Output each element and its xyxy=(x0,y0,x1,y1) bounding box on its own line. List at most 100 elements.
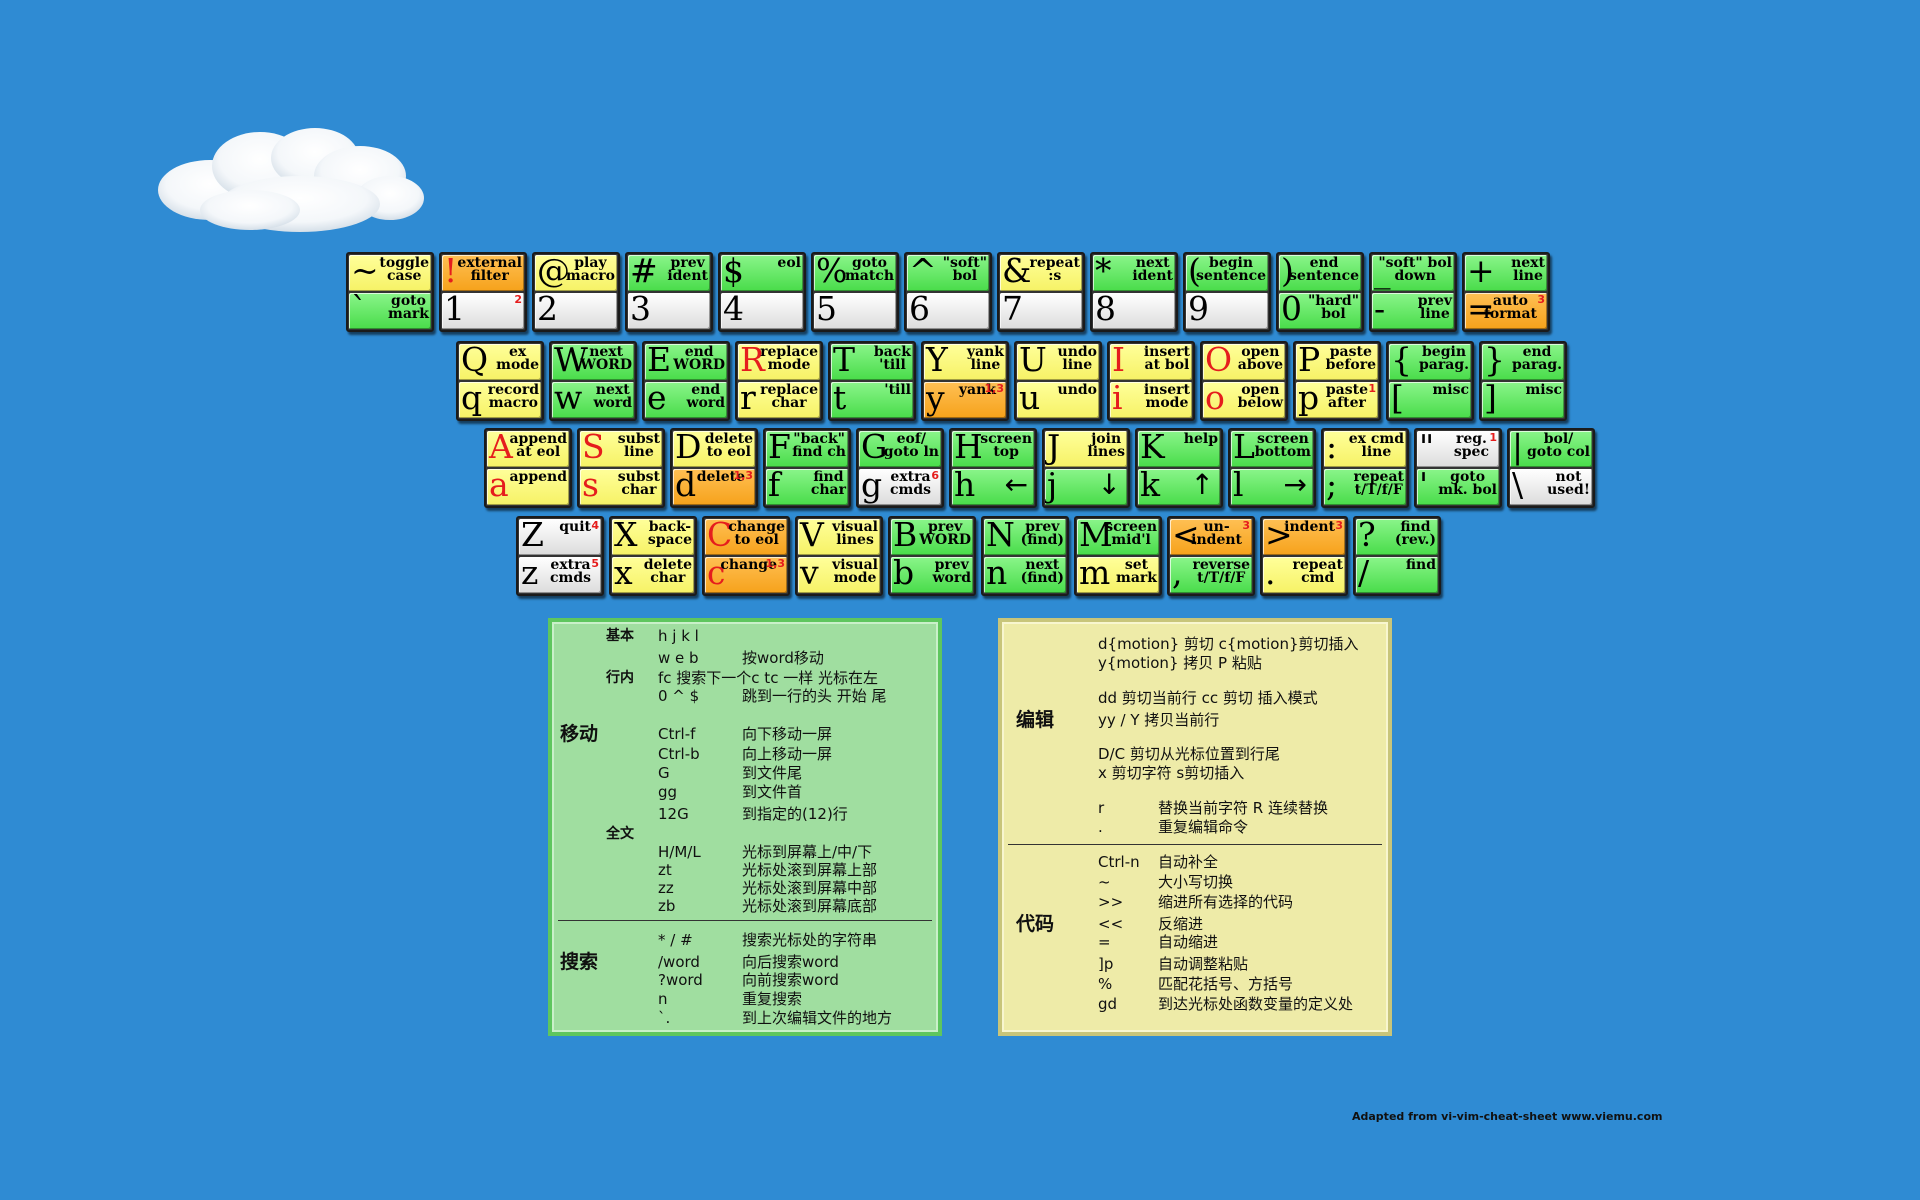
edit-category: 编辑 xyxy=(1016,709,1055,731)
edit-line-7-key: . xyxy=(1098,818,1103,836)
key-char: + xyxy=(1467,255,1495,290)
key-desc: end word xyxy=(686,382,725,411)
move-line-1-key: w e b xyxy=(658,649,699,667)
key-125[interactable]: } end parag.] misc xyxy=(1479,341,1567,421)
key-38[interactable]: & repeat :s 7 xyxy=(997,252,1085,332)
key-char: b xyxy=(893,557,915,592)
key-desc: begin sentence xyxy=(1196,255,1266,284)
key-char: e xyxy=(647,382,667,417)
key-char: 8 xyxy=(1095,293,1116,328)
key-62[interactable]: > indent 3. repeat cmd xyxy=(1260,516,1348,596)
move-line-13-desc: 搜索光标处的字符串 xyxy=(742,931,878,949)
key-char: H xyxy=(954,431,983,466)
key-desc: replace char xyxy=(760,382,818,411)
move-line-5-desc: 向上移动一屏 xyxy=(742,745,833,763)
key-43[interactable]: + next line = auto format 3 xyxy=(1462,252,1550,332)
key-half-bot: z extra cmds 5 xyxy=(519,557,601,593)
move-line-14-key: /word xyxy=(658,953,700,971)
key-desc: extra cmds xyxy=(889,469,931,498)
key-half-bot: 6 xyxy=(907,293,989,329)
key-desc: ex cmd line xyxy=(1348,431,1404,460)
key-char: T xyxy=(833,344,856,379)
key-char: x xyxy=(614,557,633,592)
key-58[interactable]: : ex cmd line; repeat t/T/f/F xyxy=(1321,428,1409,508)
key-34[interactable]: " reg. spec 1 ' goto mk. bol xyxy=(1414,428,1502,508)
key-desc: prev ident xyxy=(667,255,708,284)
key-desc: help xyxy=(1183,431,1218,447)
key-70[interactable]: F "back" find ch f find char xyxy=(763,428,851,508)
key-95[interactable]: _ "soft" bol down - prev line xyxy=(1369,252,1457,332)
key-char: & xyxy=(1002,255,1032,290)
key-char: V xyxy=(800,519,824,554)
key-char: z xyxy=(521,557,539,592)
move-line-10-key: zt xyxy=(658,861,672,879)
key-half-top: # prev ident xyxy=(628,255,710,291)
key-half-bot: s subst char xyxy=(580,469,662,505)
edit-line-15-desc: 到达光标处函数变量的定义处 xyxy=(1158,995,1354,1013)
key-note: 1,3 xyxy=(984,382,1005,395)
key-40[interactable]: (begin sentence 9 xyxy=(1183,252,1271,332)
key-33[interactable]: ! external filter 1 2 xyxy=(439,252,527,332)
key-half-bot: 0 "hard" bol xyxy=(1279,293,1361,329)
key-35[interactable]: # prev ident 3 xyxy=(625,252,713,332)
key-char: O xyxy=(1205,344,1233,379)
key-126[interactable]: ~ toggle case ` goto mark xyxy=(346,252,434,332)
key-123[interactable]: {begin parag.[misc xyxy=(1386,341,1474,421)
key-char: j xyxy=(1047,469,1058,504)
key-64[interactable]: @ play macro 2 xyxy=(532,252,620,332)
move-line-6-key: G xyxy=(658,764,670,782)
key-42[interactable]: * next ident 8 xyxy=(1090,252,1178,332)
edit-line-9-key: ~ xyxy=(1098,873,1111,891)
key-half-bot: p paste after 1 xyxy=(1296,382,1378,418)
key-41[interactable]: ) end sentence 0 "hard" bol xyxy=(1276,252,1364,332)
key-63[interactable]: ? find (rev.) / find xyxy=(1353,516,1441,596)
edit-line-10-key: >> xyxy=(1098,893,1124,911)
key-94[interactable]: ^ "soft" bol 6 xyxy=(904,252,992,332)
key-char: 4 xyxy=(723,293,744,328)
key-half-top: & repeat :s xyxy=(1000,255,1082,291)
key-note: 3 xyxy=(1242,519,1250,532)
key-36[interactable]: $ eol 4 xyxy=(718,252,806,332)
key-desc: begin parag. xyxy=(1419,344,1469,373)
key-note: 2 xyxy=(514,293,522,306)
key-60[interactable]: < un- indent 3, reverse t/T/f/F xyxy=(1167,516,1255,596)
key-char: R xyxy=(740,344,765,379)
edit-line-3: yy / Y 拷贝当前行 xyxy=(1098,711,1220,729)
key-desc: back 'till xyxy=(873,344,911,373)
key-124[interactable]: | bol/ goto col \ not used! xyxy=(1507,428,1595,508)
key-char: d xyxy=(675,469,697,504)
key-half-top: : ex cmd line xyxy=(1324,431,1406,467)
key-desc: quit xyxy=(559,519,591,535)
key-desc: reverse t/T/f/F xyxy=(1192,557,1251,586)
key-37[interactable]: % goto match 5 xyxy=(811,252,899,332)
